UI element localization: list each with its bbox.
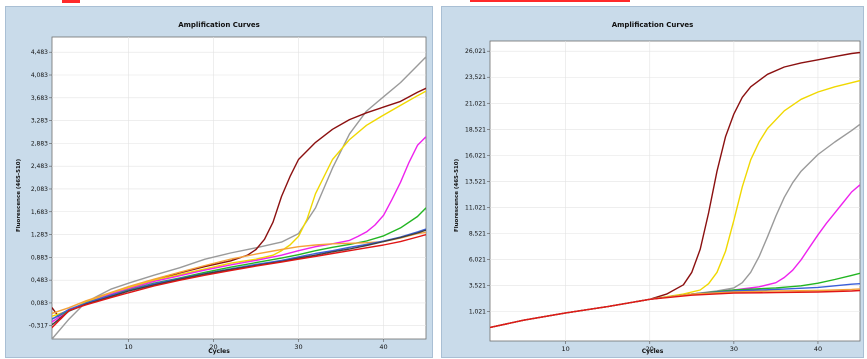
series-line-3 <box>52 90 426 317</box>
red-edge-mark-left <box>62 0 80 3</box>
chart-title: Amplification Curves <box>611 21 694 29</box>
x-axis-label: Cycles <box>641 348 664 355</box>
x-tick-label: 20 <box>646 345 654 353</box>
y-tick-label: 0,483 <box>31 277 48 284</box>
y-tick-label: 1,683 <box>31 209 48 216</box>
y-tick-label: 6,021 <box>469 257 486 264</box>
y-tick-label: 4,483 <box>31 49 48 56</box>
y-tick-label: 0,883 <box>31 254 48 261</box>
chart-panel-right: Amplification Curves Fluorescence (465-5… <box>441 6 864 358</box>
y-tick-label: 16,021 <box>465 152 486 159</box>
x-tick-label: 30 <box>294 343 302 351</box>
y-tick-label: 18,521 <box>465 126 486 133</box>
x-tick-label: 10 <box>124 343 132 351</box>
y-tick-label: 2,483 <box>31 163 48 170</box>
y-tick-label: 13,521 <box>465 178 486 185</box>
y-tick-label: 3,683 <box>31 95 48 102</box>
y-tick-label: 23,521 <box>465 74 486 81</box>
series-line-8 <box>490 289 860 329</box>
series-line-4 <box>52 135 426 323</box>
chart-title: Amplification Curves <box>178 21 260 29</box>
y-tick-label: 3,283 <box>31 118 48 125</box>
x-tick-label: 30 <box>730 345 738 353</box>
y-tick-label: 1,021 <box>469 309 486 316</box>
x-axis-label: Cycles <box>208 348 230 355</box>
y-tick-label: 0,083 <box>31 300 48 307</box>
x-tick-label: 40 <box>814 345 822 353</box>
chart-panel-left: Amplification Curves Fluorescence (465-5… <box>5 6 433 358</box>
y-tick-label: 26,021 <box>465 48 486 55</box>
y-tick-label: 1,283 <box>31 232 48 239</box>
y-tick-label: 4,083 <box>31 72 48 79</box>
series-line-9 <box>52 233 426 329</box>
x-tick-label: 10 <box>562 345 570 353</box>
y-tick-label: 21,021 <box>465 100 486 107</box>
y-tick-label: 2,883 <box>31 140 48 147</box>
plot-area-right: 26,021 23,521 21,021 18,521 16,021 13,521 11,0… <box>465 40 861 353</box>
x-tick-label: 20 <box>209 343 217 351</box>
y-tick-label: 2,083 <box>31 186 48 193</box>
x-tick-label: 40 <box>379 343 387 351</box>
red-edge-mark-right <box>470 0 630 2</box>
y-tick-label: 11,021 <box>465 204 486 211</box>
y-tick-label: 3,521 <box>469 283 486 290</box>
plot-area-left: 4,483 4,083 3,683 3,283 2,883 2,483 2,083 1,683… <box>29 36 427 351</box>
series-line-1 <box>52 56 426 339</box>
y-tick-label: 8,521 <box>469 230 486 237</box>
y-tick-label: -0,317 <box>29 323 49 330</box>
